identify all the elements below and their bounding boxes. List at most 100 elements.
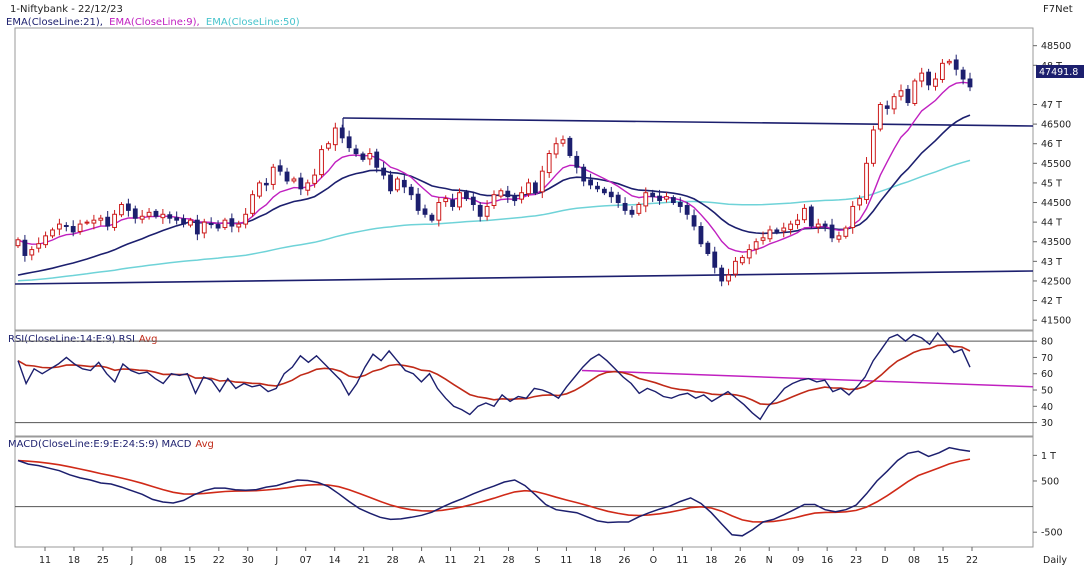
price-y-tick-label: 42500 — [1041, 276, 1071, 287]
candle-body — [946, 60, 952, 64]
candle-body — [953, 59, 959, 70]
macd-lines — [15, 446, 1033, 537]
candle-body — [395, 178, 400, 191]
candle-body — [657, 195, 662, 202]
last-price-label: 47491.8 — [1039, 67, 1078, 78]
x-tick-label: A — [418, 555, 425, 566]
candle-body — [43, 235, 48, 246]
macd-series-name: MACD — [162, 439, 192, 450]
candle-body — [829, 224, 835, 239]
candle-body — [967, 78, 973, 88]
candle-body — [208, 223, 214, 226]
rsi-y-tick-label: 70 — [1041, 353, 1053, 364]
candle-body — [56, 223, 62, 230]
ema9-legend: EMA(CloseLine:9), — [109, 17, 200, 28]
price-ema-lines — [17, 81, 971, 282]
candle-body — [753, 241, 759, 250]
candle-body — [560, 139, 566, 144]
provider-label: F7Net — [1043, 4, 1073, 15]
price-y-tick-label: 42 T — [1041, 296, 1062, 307]
candle-body — [388, 174, 393, 192]
candle-body — [22, 239, 28, 256]
candle-body — [298, 177, 304, 190]
candle-body — [139, 215, 145, 220]
candle-body — [808, 206, 814, 227]
chart-title: 1-Niftybank - 22/12/23 — [10, 4, 123, 15]
candle-body — [815, 223, 821, 228]
candle-body — [153, 210, 159, 217]
x-tick-label: 08 — [155, 555, 167, 566]
x-tick-label: D — [881, 555, 888, 566]
candle-body — [802, 207, 807, 221]
x-tick-label: 25 — [97, 555, 109, 566]
candle-body — [891, 96, 897, 110]
candle-body — [353, 148, 359, 155]
candle-body — [636, 203, 642, 214]
candle-body — [581, 166, 587, 182]
indicator-legend: EMA(CloseLine:21), EMA(CloseLine:9), EMA… — [6, 17, 300, 28]
candle-body — [326, 143, 331, 149]
rsi-avg-line — [17, 344, 971, 406]
candle-body — [477, 204, 483, 217]
candle-body — [160, 213, 166, 219]
x-tick-label: 11 — [39, 555, 51, 566]
x-tick-label: 21 — [358, 555, 370, 566]
candle-body — [739, 256, 745, 264]
x-tick-label: 16 — [821, 555, 833, 566]
rsi-avg-name: Avg — [139, 334, 158, 345]
candle-body — [691, 215, 697, 227]
candle-body — [498, 190, 504, 197]
rsi-legend: RSI(CloseLine:14:E:9) RSI Avg — [8, 334, 157, 345]
rsi-lines — [15, 331, 1034, 424]
candle-body — [864, 162, 869, 201]
price-y-tick-label: 43 T — [1041, 257, 1062, 268]
candle-body — [291, 178, 297, 182]
candle-body — [422, 208, 428, 215]
macd-avg-name: Avg — [195, 439, 214, 450]
candle-body — [222, 219, 228, 229]
candle-body — [574, 155, 580, 168]
candle-body — [367, 153, 373, 160]
x-tick-label: 18 — [68, 555, 80, 566]
ema21-legend: EMA(CloseLine:21), — [6, 17, 103, 28]
candle-body — [505, 190, 511, 198]
x-tick-label: 28 — [502, 555, 514, 566]
candle-body — [319, 149, 324, 176]
candle-body — [546, 153, 552, 174]
candle-body — [905, 88, 911, 104]
candle-body — [132, 208, 138, 219]
candle-body — [112, 213, 117, 228]
x-tick-label: 22 — [213, 555, 225, 566]
candle-body — [719, 267, 725, 282]
price-y-tick-label: 45500 — [1041, 159, 1071, 170]
candle-body — [263, 182, 269, 186]
candle-body — [215, 224, 221, 229]
candle-body — [229, 218, 235, 227]
candle-body — [63, 225, 69, 228]
candle-body — [346, 136, 352, 149]
candle-body — [781, 227, 787, 232]
candle-body — [912, 80, 918, 104]
candle-body — [567, 137, 573, 156]
x-tick-label: 26 — [734, 555, 746, 566]
price-y-tick-label: 44 T — [1041, 218, 1062, 229]
candle-body — [532, 182, 538, 194]
candle-body — [236, 223, 242, 228]
x-tick-label: 28 — [387, 555, 399, 566]
candle-body — [119, 203, 124, 216]
candle-body — [77, 223, 83, 232]
price-candles — [15, 54, 973, 287]
rsi-series-name: RSI — [119, 334, 135, 345]
price-trendlines — [14, 117, 1034, 285]
candle-body — [15, 239, 21, 247]
candle-body — [746, 249, 752, 259]
x-tick-label: 07 — [300, 555, 312, 566]
x-tick-label: 26 — [618, 555, 630, 566]
x-tick-label: 23 — [850, 555, 862, 566]
ema50-legend: EMA(CloseLine:50) — [206, 17, 300, 28]
candle-body — [415, 193, 421, 211]
x-tick-label: 18 — [705, 555, 717, 566]
rsi-y-tick-label: 30 — [1041, 418, 1053, 429]
candle-body — [443, 198, 449, 203]
